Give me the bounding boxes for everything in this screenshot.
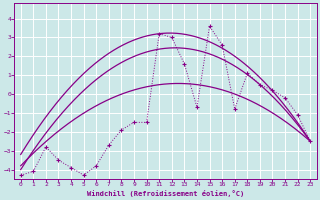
- X-axis label: Windchill (Refroidissement éolien,°C): Windchill (Refroidissement éolien,°C): [87, 190, 244, 197]
